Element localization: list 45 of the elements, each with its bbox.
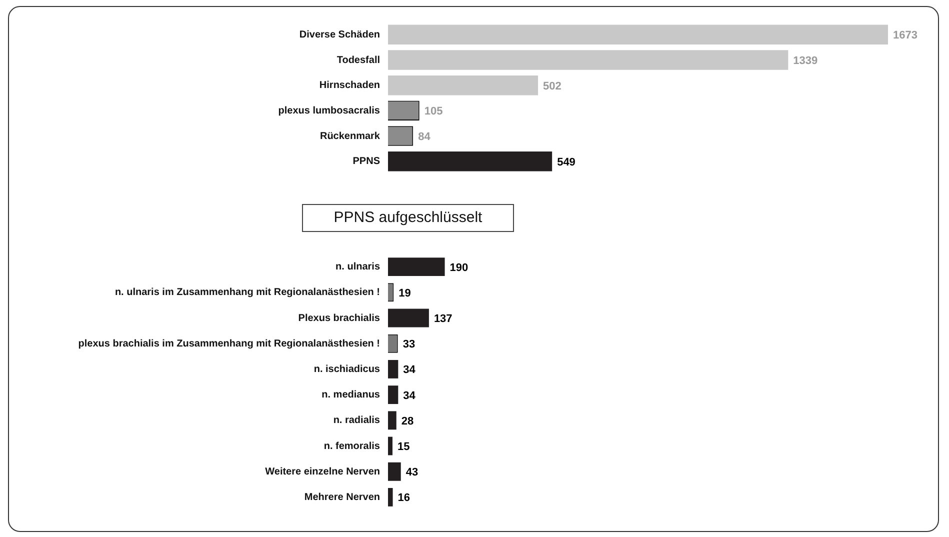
data-label: 34	[403, 390, 416, 402]
data-label: 105	[424, 106, 443, 118]
chart-title: PPNS aufgeschlüsselt	[302, 204, 514, 232]
data-label: 502	[543, 80, 562, 92]
y-tick-label: n. femoralis	[324, 440, 380, 452]
bar	[388, 24, 888, 45]
data-label: 34	[403, 364, 416, 376]
data-label: 1339	[793, 55, 818, 68]
y-tick-label: n. ischiadicus	[314, 364, 380, 375]
bar	[388, 308, 429, 328]
data-label: 1673	[893, 30, 918, 42]
y-tick-label: n. radialis	[333, 415, 380, 426]
bar	[388, 258, 445, 276]
data-label: 15	[397, 441, 410, 454]
data-label: 33	[402, 338, 416, 351]
data-label: 84	[418, 131, 432, 144]
y-tick-label: n. medianus	[322, 390, 380, 401]
bar	[388, 462, 401, 481]
y-tick-label: Hirnschaden	[319, 80, 380, 92]
bar	[388, 436, 392, 456]
data-label: 137	[434, 313, 452, 326]
y-tick-label: PPNS	[352, 156, 380, 168]
y-tick-label: Weitere einzelne Nerven	[265, 466, 380, 478]
data-label: 28	[401, 415, 414, 428]
bar	[388, 411, 396, 430]
data-label: 190	[450, 262, 468, 274]
data-label: 16	[398, 492, 410, 504]
bar	[388, 488, 393, 506]
y-tick-label: n. ulnaris	[336, 262, 380, 273]
data-label: 19	[398, 287, 411, 300]
y-tick-label: Plexus brachialis	[298, 312, 380, 324]
bar	[388, 360, 398, 378]
bar	[388, 151, 552, 172]
bar	[388, 75, 538, 96]
y-tick-label: plexus lumbosacralis	[278, 105, 380, 116]
y-tick-label: Diverse Schäden	[299, 29, 380, 40]
data-label: 43	[406, 466, 418, 479]
y-tick-label: Todesfall	[336, 54, 380, 66]
bar	[388, 50, 788, 70]
y-tick-label: Rückenmark	[320, 130, 380, 142]
y-tick-label: n. ulnaris im Zusammenhang mit Regionalanästhesien !	[114, 287, 380, 298]
y-tick-label: plexus brachialis im Zusammenhang mit Regionalanästhesien !	[78, 338, 380, 350]
data-label: 549	[557, 156, 576, 168]
y-tick-label: Mehrere Nerven	[304, 492, 380, 503]
bar	[388, 386, 398, 404]
